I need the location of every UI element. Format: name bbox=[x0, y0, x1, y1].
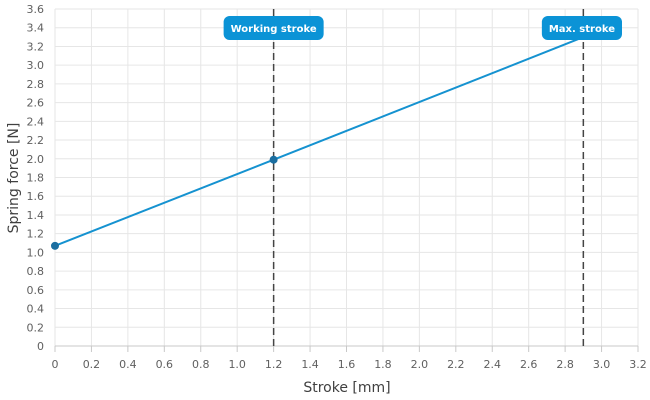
annotation-badge bbox=[223, 16, 324, 40]
y-tick-label: 2.4 bbox=[27, 115, 45, 128]
y-axis-title: Spring force [N] bbox=[6, 123, 22, 234]
x-tick-label: 2.8 bbox=[556, 358, 574, 371]
y-tick-label: 2.8 bbox=[27, 78, 45, 91]
x-tick-label: 0.8 bbox=[192, 358, 210, 371]
x-tick-label: 2.0 bbox=[411, 358, 429, 371]
y-tick-label: 2.6 bbox=[27, 97, 45, 110]
x-tick-label: 3.0 bbox=[593, 358, 611, 371]
y-tick-label: 1.2 bbox=[27, 228, 45, 241]
grid bbox=[54, 8, 639, 347]
y-tick-label: 1.4 bbox=[27, 209, 45, 222]
x-axis-title: Stroke [mm] bbox=[303, 380, 390, 396]
x-tick-label: 1.0 bbox=[228, 358, 246, 371]
series bbox=[51, 36, 584, 250]
y-tick-label: 1.6 bbox=[27, 190, 45, 203]
y-tick-label: 3.0 bbox=[27, 59, 45, 72]
y-tick-label: 2.0 bbox=[27, 153, 45, 166]
y-tick-label: 0.6 bbox=[27, 284, 45, 297]
annotation-text: Max. stroke bbox=[549, 24, 615, 35]
y-tick-labels: 0 0.2 0.4 0.6 0.8 1.0 1.2 1.4 1.6 1.8 2.0 2.2 2.4 2.6… bbox=[27, 3, 45, 353]
y-tick-label: 3.6 bbox=[27, 3, 45, 16]
y-tick-label: 1.8 bbox=[27, 172, 45, 185]
data-point[interactable] bbox=[269, 155, 278, 164]
x-tick-label: 2.2 bbox=[447, 358, 465, 371]
x-tick-label: 2.6 bbox=[520, 358, 538, 371]
y-tick-label: 0 bbox=[37, 340, 44, 353]
x-tick-label: 2.4 bbox=[484, 358, 502, 371]
annotation-text: Working stroke bbox=[231, 24, 317, 35]
x-tick-label: 1.8 bbox=[374, 358, 392, 371]
annotation-label: Max. stroke bbox=[541, 16, 622, 40]
x-tick-label: 0.2 bbox=[83, 358, 101, 371]
annotation-labels: Working stroke Max. stroke bbox=[223, 16, 622, 40]
x-tick-label: 1.4 bbox=[301, 358, 319, 371]
annotation-lines bbox=[272, 9, 585, 346]
x-tick-labels: 0 0.2 0.4 0.6 0.8 1.0 1.2 1.4 1.6 1.8 2.0 2.2 2.4 2.6… bbox=[52, 358, 647, 371]
annotation-badge bbox=[541, 16, 622, 40]
y-tick-label: 0.2 bbox=[27, 321, 45, 334]
y-tick-label: 1.0 bbox=[27, 246, 45, 259]
x-tick-label: 1.6 bbox=[338, 358, 356, 371]
axes bbox=[54, 345, 639, 352]
x-tick-label: 1.2 bbox=[265, 358, 283, 371]
x-tick-label: 0.6 bbox=[156, 358, 174, 371]
x-tick-label: 0.4 bbox=[119, 358, 137, 371]
y-tick-label: 0.8 bbox=[27, 265, 45, 278]
y-tick-label: 2.2 bbox=[27, 134, 45, 147]
x-tick-label: 0 bbox=[52, 358, 59, 371]
y-tick-label: 3.4 bbox=[27, 22, 45, 35]
y-tick-label: 0.4 bbox=[27, 303, 45, 316]
y-tick-label: 3.2 bbox=[27, 40, 45, 53]
x-tick-label: 3.2 bbox=[629, 358, 647, 371]
annotation-label: Working stroke bbox=[223, 16, 324, 40]
data-point[interactable] bbox=[51, 241, 59, 250]
